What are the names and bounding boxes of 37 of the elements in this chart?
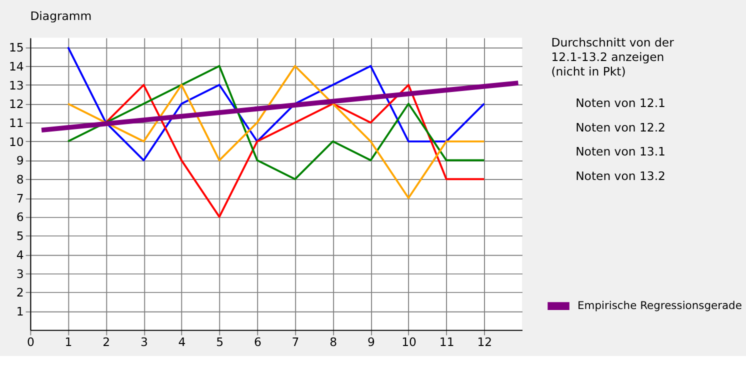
x-tick-label: 10 — [402, 334, 416, 349]
y-tick-label: 7 — [16, 191, 24, 206]
x-tick-label: 7 — [292, 334, 300, 349]
y-tick-label: 9 — [16, 154, 24, 168]
x-tick-label: 3 — [140, 334, 148, 349]
y-tick-label: 4 — [16, 248, 24, 262]
text: Noten von 12.1 — [576, 96, 666, 110]
y-tick-label: 14 — [9, 59, 24, 74]
text: Noten von 13.1 — [576, 144, 666, 159]
y-tick-label: 3 — [16, 266, 24, 281]
x-tick-label: 1 — [64, 334, 72, 349]
x-tick-label: 12 — [477, 334, 492, 349]
y-tick-label: 10 — [9, 134, 24, 149]
y-tick-label: 2 — [16, 286, 24, 300]
y-tick-label: 15 — [9, 40, 24, 55]
text: Noten von 13.2 — [576, 168, 666, 183]
x-tick-label: 4 — [178, 334, 186, 349]
x-tick-label: 5 — [216, 334, 224, 349]
y-tick-label: 8 — [16, 172, 24, 187]
line-series — [67, 46, 486, 162]
y-tick-label: 12 — [9, 97, 24, 112]
x-tick-label: 2 — [102, 334, 110, 349]
x-tick-label: 6 — [254, 334, 262, 349]
y-tick-label: 1 — [16, 304, 24, 318]
y-tick-label: 6 — [16, 210, 24, 224]
y-tick-label: 5 — [16, 229, 24, 244]
x-tick-label: 0 — [26, 334, 34, 349]
x-tick-label: 11 — [439, 334, 454, 349]
text: Durchschnitt von der 12.1-13.2 anzeigen (nicht in Pkt) — [551, 36, 674, 79]
y-tick-label: 13 — [9, 78, 24, 92]
text: Noten von 12.2 — [576, 120, 666, 134]
x-tick-label: 9 — [367, 334, 375, 349]
x-tick-label: 8 — [330, 334, 338, 349]
y-tick-label: 11 — [9, 116, 24, 130]
chart-title: Diagramm — [30, 9, 92, 24]
legend-label: Empirische Regressionsgerade — [578, 298, 742, 312]
line-series — [104, 84, 486, 218]
